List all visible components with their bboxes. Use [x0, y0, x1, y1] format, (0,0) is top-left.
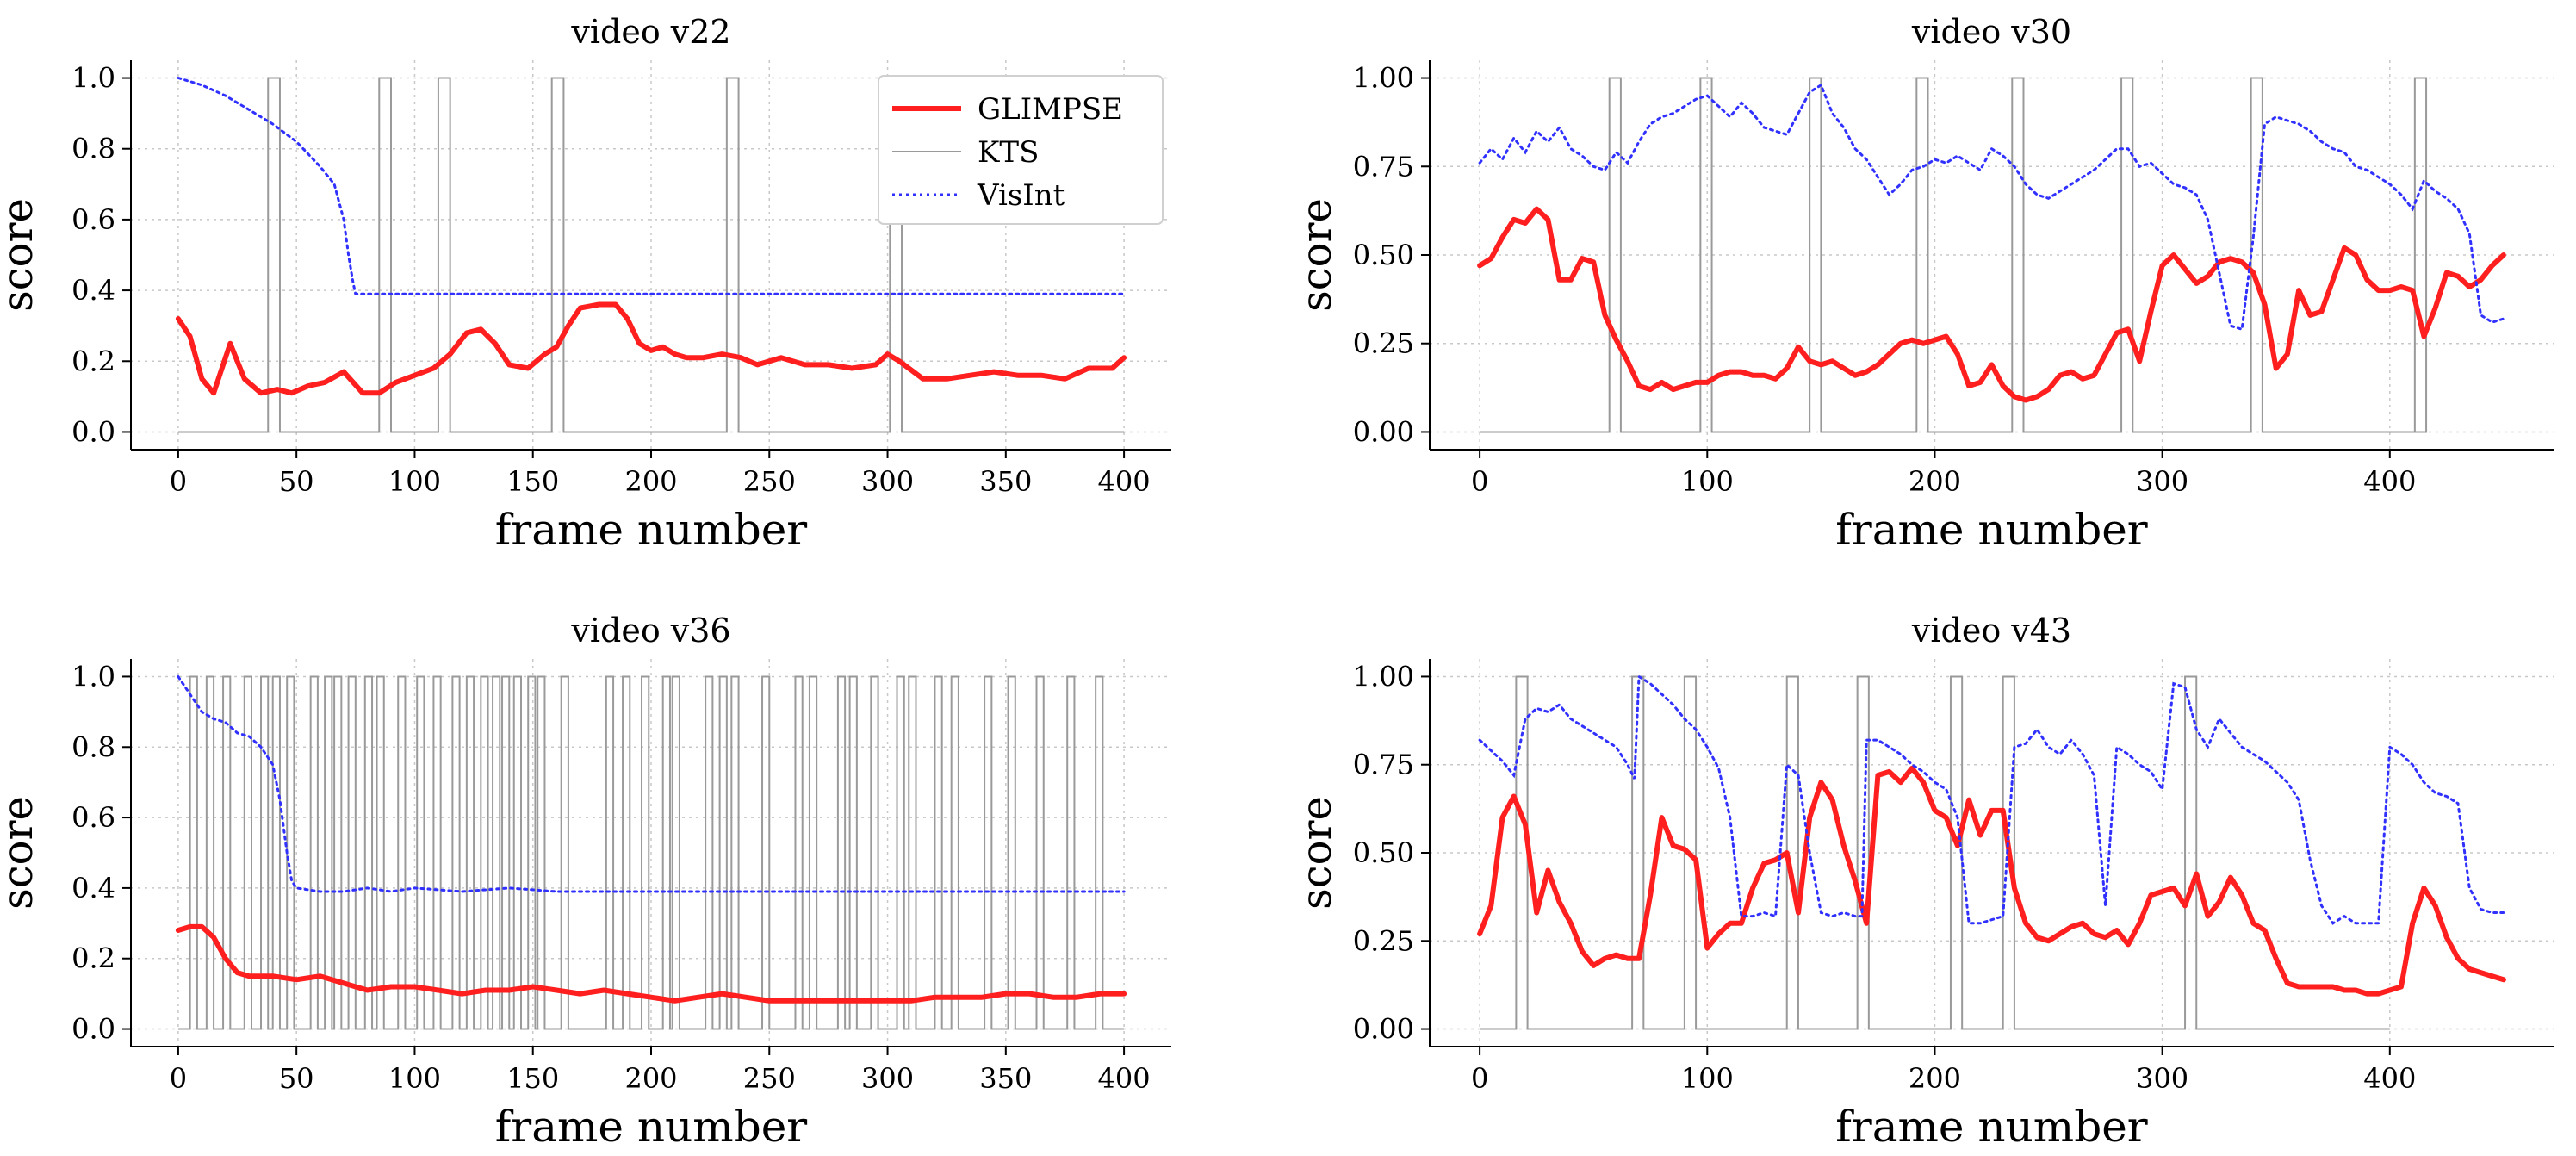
y-tick-label: 1.00: [1353, 660, 1414, 693]
y-tick-label: 0.4: [71, 274, 115, 307]
y-tick-label: 0.75: [1353, 150, 1414, 183]
x-tick-label: 300: [2136, 1062, 2188, 1095]
x-tick-label: 350: [979, 1062, 1032, 1095]
series-kts-line: [177, 675, 1125, 1030]
x-tick-label: 350: [979, 465, 1032, 498]
y-tick-label: 0.25: [1353, 924, 1414, 957]
series-glimpse-line: [175, 301, 1127, 396]
x-tick-label: 100: [388, 465, 441, 498]
panel-title: video v36: [570, 612, 730, 649]
panel-title: video v22: [570, 13, 730, 51]
y-tick-label: 0.50: [1353, 239, 1414, 271]
x-tick-label: 0: [1471, 1062, 1488, 1095]
y-tick-label: 0.2: [71, 345, 115, 377]
x-tick-label: 250: [743, 465, 796, 498]
x-tick-label: 100: [388, 1062, 441, 1095]
y-axis-label: score: [1293, 796, 1341, 910]
x-tick-label: 250: [743, 1062, 796, 1095]
x-tick-label: 100: [1681, 465, 1734, 498]
x-tick-label: 400: [1098, 465, 1151, 498]
y-tick-label: 1.0: [71, 660, 115, 693]
legend: GLIMPSE KTS VisInt: [878, 75, 1164, 225]
y-tick-label: 1.0: [71, 62, 115, 95]
y-tick-label: 0.50: [1353, 836, 1414, 869]
x-tick-label: 0: [1471, 465, 1488, 498]
x-tick-label: 400: [2363, 465, 2416, 498]
plot-area: [122, 659, 1171, 1055]
x-tick-label: 0: [170, 1062, 187, 1095]
y-axis-label: score: [0, 198, 42, 312]
x-axis-label: frame number: [495, 505, 808, 555]
legend-label-glimpse: GLIMPSE: [978, 92, 1123, 127]
panel-title: video v30: [1911, 13, 2071, 51]
series-kts-line: [1480, 675, 2390, 1030]
y-tick-label: 0.0: [71, 1013, 115, 1046]
series-glimpse-line: [1477, 765, 2506, 997]
panel-video-v22: video v22 frame number score 0 50 100 15…: [0, 13, 1171, 555]
y-tick-label: 0.8: [71, 730, 115, 763]
legend-label-kts: KTS: [978, 135, 1039, 170]
x-axis-label: frame number: [1835, 1102, 2148, 1152]
x-axis-label: frame number: [1835, 505, 2148, 555]
y-tick-label: 0.0: [71, 415, 115, 448]
y-tick-label: 0.00: [1353, 1013, 1414, 1046]
y-tick-label: 1.00: [1353, 62, 1414, 95]
plot-area: [122, 60, 1171, 458]
panel-title: video v43: [1911, 612, 2071, 649]
series-glimpse-line: [175, 923, 1127, 1004]
legend-box: [878, 75, 1164, 225]
x-tick-label: 150: [506, 1062, 559, 1095]
x-tick-label: 200: [624, 1062, 677, 1095]
x-tick-label: 100: [1681, 1062, 1734, 1095]
series-kts-line: [177, 77, 1125, 433]
x-axis-label: frame number: [495, 1102, 808, 1152]
x-tick-label: 300: [861, 465, 914, 498]
x-tick-label: 300: [861, 1062, 914, 1095]
y-tick-label: 0.8: [71, 133, 115, 165]
y-tick-label: 0.00: [1353, 415, 1414, 448]
y-tick-label: 0.4: [71, 872, 115, 904]
series-visint-line: [177, 77, 1126, 295]
x-tick-label: 200: [1909, 1062, 1961, 1095]
x-tick-label: 400: [2363, 1062, 2416, 1095]
panel-video-v36: video v36 frame number score 0 50 100 15…: [0, 612, 1171, 1152]
series-visint-line: [1478, 674, 2505, 925]
y-tick-label: 0.2: [71, 942, 115, 975]
x-tick-label: 400: [1098, 1062, 1151, 1095]
x-tick-label: 300: [2136, 465, 2188, 498]
plot-area: [1421, 659, 2554, 1055]
x-tick-label: 150: [506, 465, 559, 498]
x-tick-label: 200: [1909, 465, 1961, 498]
x-tick-label: 0: [170, 465, 187, 498]
series-visint-line: [1478, 83, 2505, 332]
x-tick-label: 200: [624, 465, 677, 498]
y-tick-label: 0.6: [71, 801, 115, 834]
y-tick-label: 0.6: [71, 203, 115, 236]
panel-video-v30: video v30 frame number score 0 100 200 3…: [1293, 13, 2554, 555]
y-axis-label: score: [1293, 198, 1341, 312]
series-kts-line: [1480, 77, 2428, 433]
y-tick-label: 0.25: [1353, 327, 1414, 360]
series-glimpse-line: [1477, 206, 2506, 403]
series-visint-line: [177, 675, 1126, 893]
plot-area: [1421, 60, 2554, 458]
x-tick-label: 50: [279, 465, 314, 498]
y-tick-label: 0.75: [1353, 749, 1414, 781]
panel-video-v43: video v43 frame number score 0 100 200 3…: [1293, 612, 2554, 1152]
legend-label-visint: VisInt: [977, 178, 1065, 213]
y-axis-label: score: [0, 796, 42, 910]
x-tick-label: 50: [279, 1062, 314, 1095]
